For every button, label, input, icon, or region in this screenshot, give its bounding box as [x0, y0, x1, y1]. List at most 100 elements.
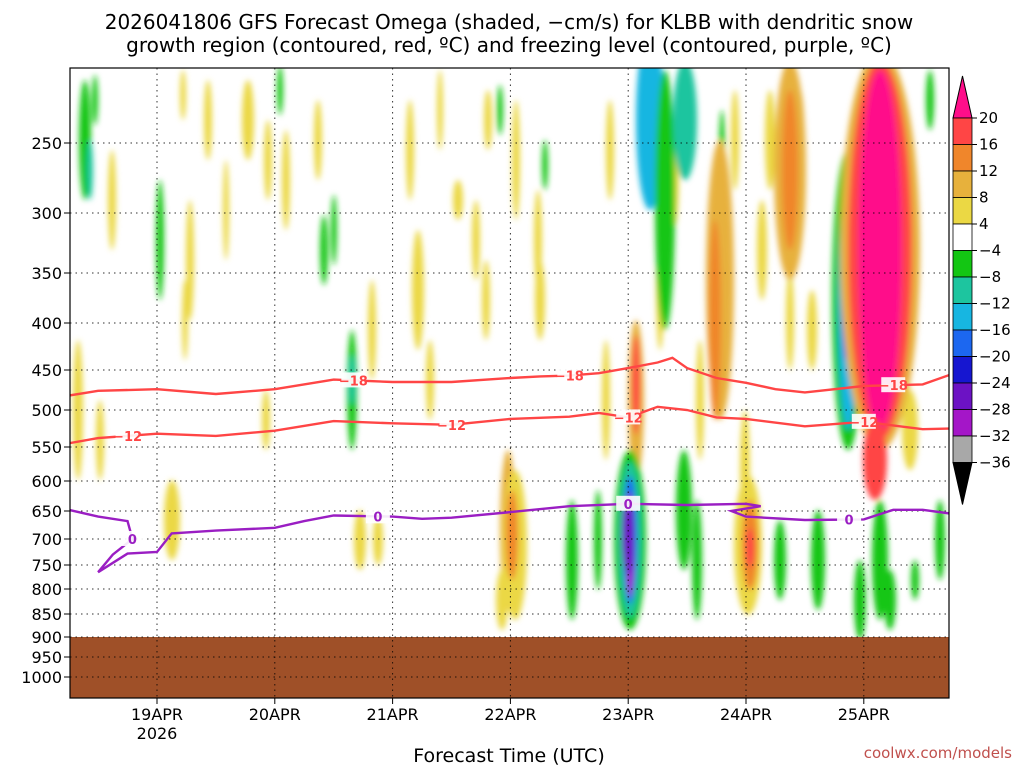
- colorbar-tick-label: −8: [979, 268, 1001, 286]
- omega-cell: [884, 570, 896, 630]
- temperature-contours: −18 −18 −18 −12 −12 −12 −12 0 0 0 0: [70, 356, 949, 574]
- x-tick-sublabel: 2026: [137, 724, 178, 743]
- chart-title-line2: growth region (contoured, red, ºC) and f…: [126, 33, 892, 57]
- omega-cell: [96, 400, 104, 480]
- y-tick-label: 650: [31, 502, 62, 521]
- omega-shading: [73, 68, 945, 640]
- colorbar-segment: [952, 223, 973, 251]
- omega-cell: [542, 140, 548, 190]
- colorbar-tick-label: −16: [979, 321, 1011, 339]
- omega-cell: [426, 340, 434, 420]
- contour-label: 0: [373, 510, 382, 525]
- contour-label: −12: [614, 411, 643, 426]
- x-tick-label: 23APR: [602, 705, 654, 724]
- contour-line: [70, 405, 949, 445]
- contour-label-bg: [120, 531, 145, 546]
- omega-cell: [223, 160, 229, 260]
- y-tick-label: 250: [31, 134, 62, 153]
- colorbar-segment: [952, 170, 973, 198]
- omega-cell: [622, 495, 634, 575]
- omega-cell: [535, 260, 545, 340]
- omega-cell: [858, 70, 902, 430]
- colorbar-tick-label: 4: [979, 215, 989, 233]
- y-tick-label: 450: [31, 361, 62, 380]
- plot-frame: [69, 67, 950, 699]
- omega-cell: [497, 85, 503, 135]
- omega-cell: [108, 150, 116, 250]
- x-tick-label: 20APR: [249, 705, 301, 724]
- y-tick-label: 900: [31, 628, 62, 647]
- x-tick-label: 21APR: [367, 705, 419, 724]
- omega-cell: [774, 520, 786, 600]
- colorbar-top-triangle: [952, 75, 973, 119]
- colorbar-segment: [952, 435, 973, 463]
- omega-cell: [282, 130, 290, 230]
- y-tick-label: 500: [31, 401, 62, 420]
- omega-cell: [73, 340, 83, 480]
- omega-cell: [935, 500, 945, 580]
- contour-label-bg: [837, 511, 862, 527]
- contour-label-bg: [616, 409, 641, 425]
- omega-cell: [204, 80, 212, 160]
- y-tick-label: 300: [31, 204, 62, 223]
- y-tick-label: 750: [31, 556, 62, 575]
- colorbar-tick-label: −4: [979, 242, 1001, 260]
- omega-cell: [453, 180, 463, 220]
- contour-label: −18: [339, 374, 368, 389]
- omega-cell: [262, 390, 270, 450]
- colorbar-segment: [952, 382, 973, 410]
- contour-label: −12: [113, 430, 142, 445]
- contour-label-bg: [439, 416, 464, 432]
- omega-cell: [156, 180, 164, 300]
- shading-layer: [73, 68, 945, 640]
- omega-cell: [746, 528, 754, 568]
- omega-cell: [731, 90, 739, 190]
- ground-below-surface: [70, 637, 949, 698]
- colorbar-tick-label: 20: [979, 109, 998, 127]
- colorbar-bottom-triangle: [952, 462, 973, 505]
- colorbar-tick-label: −28: [979, 401, 1011, 419]
- omega-cell: [242, 80, 254, 160]
- colorbar-tick-label: 16: [979, 136, 998, 154]
- omega-cell: [782, 90, 798, 250]
- omega-cell: [314, 100, 322, 180]
- contour-label: −12: [437, 419, 466, 434]
- omega-cell: [696, 340, 704, 460]
- y-tick-label: 700: [31, 530, 62, 549]
- contour-label: −12: [849, 416, 878, 431]
- omega-cell: [655, 70, 675, 330]
- contour-label-bg: [115, 427, 140, 443]
- omega-cell: [566, 500, 578, 620]
- contour-label-bg: [365, 508, 390, 524]
- omega-cell: [602, 340, 610, 460]
- omega-cell: [484, 90, 492, 150]
- contour-label-bg: [616, 495, 641, 511]
- contour-line: [70, 356, 949, 397]
- contour-line: [70, 502, 949, 574]
- omega-cell: [368, 280, 376, 380]
- colorbar-segment: [952, 197, 973, 225]
- omega-cell: [331, 195, 337, 265]
- omega-cell: [676, 450, 692, 570]
- omega-cell: [406, 100, 414, 200]
- contour-label: 0: [128, 533, 137, 548]
- colorbar-segment: [952, 117, 973, 145]
- omega-cell: [807, 290, 817, 370]
- chart-title-line1: 2026041806 GFS Forecast Omega (shaded, −…: [105, 10, 914, 34]
- omega-cell: [673, 68, 697, 180]
- omega-cell: [786, 270, 794, 370]
- contour-label: −18: [555, 370, 584, 385]
- contour-label-bg: [851, 413, 876, 429]
- colorbar-tick-label: −20: [979, 348, 1011, 366]
- colorbar-segment: [952, 329, 973, 357]
- credit-text: coolwx.com/models: [864, 744, 1012, 762]
- colorbar: 20 16 12 8 4 −4 −8 −12 −16 −20 −24 −28 −32 −36: [952, 75, 1011, 505]
- omega-cell: [594, 490, 602, 590]
- y-tick-label: 950: [31, 648, 62, 667]
- contour-label: 0: [845, 514, 854, 529]
- contour-label: 0: [624, 498, 633, 513]
- omega-cell: [92, 75, 98, 125]
- x-axis-label: Forecast Time (UTC): [413, 745, 604, 767]
